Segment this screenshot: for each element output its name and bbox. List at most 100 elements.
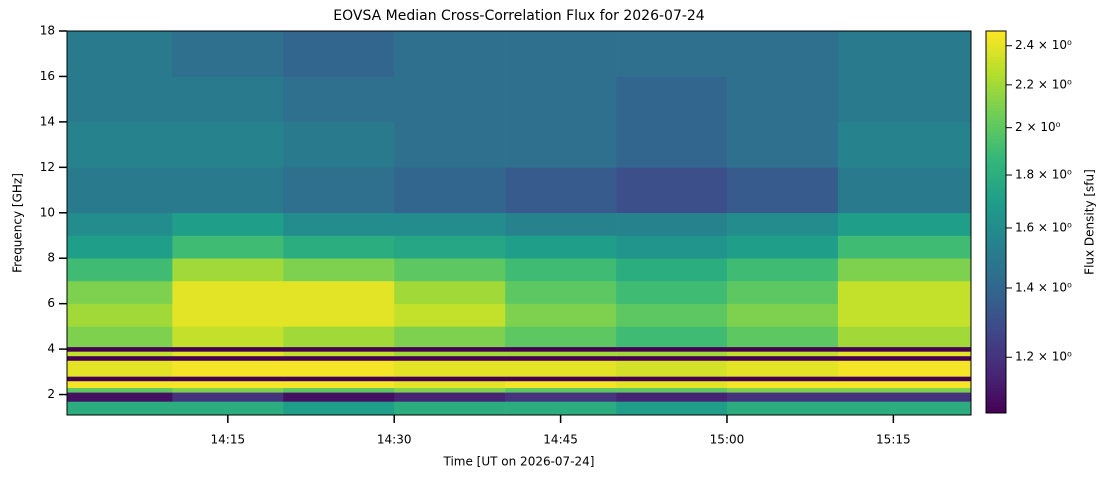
colorbar-segment: [986, 218, 1006, 223]
heatmap-cell: [837, 360, 972, 377]
colorbar-segment: [986, 253, 1006, 258]
heatmap-cell: [616, 212, 728, 236]
colorbar-segment: [986, 212, 1006, 217]
heatmap-cell: [172, 303, 284, 327]
x-axis-label: Time [UT on 2026-07-24]: [443, 455, 595, 469]
y-tick-label: 16: [40, 69, 55, 83]
colorbar-segment: [986, 69, 1006, 73]
heatmap-cell: [283, 121, 395, 168]
colorbar-segment: [986, 317, 1006, 322]
heatmap-cell: [726, 235, 839, 259]
y-tick-label: 14: [40, 114, 55, 128]
heatmap-cell: [726, 31, 839, 77]
heatmap-cell: [67, 121, 173, 168]
heatmap-cell: [283, 346, 395, 352]
heatmap-cell: [505, 355, 617, 361]
heatmap-cell: [837, 326, 972, 348]
heatmap-cell: [172, 346, 284, 352]
heatmap-cell: [616, 235, 728, 259]
chart-title: EOVSA Median Cross-Correlation Flux for …: [333, 8, 705, 24]
heatmap-cell: [394, 258, 506, 282]
heatmap-cell: [505, 346, 617, 352]
heatmap-cell: [283, 376, 395, 382]
heatmap-cell: [726, 280, 839, 304]
heatmap-cell: [726, 326, 839, 348]
colorbar-tick-label: 2.4 × 10⁰: [1015, 38, 1072, 52]
heatmap-cell: [67, 258, 173, 282]
colorbar-segment: [986, 400, 1006, 404]
colorbar-segment: [986, 164, 1006, 169]
colorbar-segment: [986, 234, 1006, 239]
heatmap-cell: [394, 31, 506, 77]
colorbar-segment: [986, 365, 1006, 369]
colorbar-segment: [986, 31, 1006, 35]
heatmap-cell: [837, 121, 972, 168]
heatmap-cell: [172, 76, 284, 123]
colorbar-segment: [986, 34, 1006, 38]
colorbar-segment: [986, 260, 1006, 264]
colorbar-segment: [986, 403, 1006, 408]
heatmap-cell: [394, 387, 506, 393]
colorbar-segment: [986, 346, 1006, 350]
heatmap-cell: [505, 376, 617, 382]
colorbar-segment: [986, 53, 1006, 57]
y-tick-label: 12: [40, 160, 55, 174]
colorbar-segment: [986, 298, 1006, 303]
heatmap-cell: [837, 212, 972, 236]
heatmap-cell: [283, 360, 395, 377]
colorbar-segment: [986, 282, 1006, 287]
colorbar-segment: [986, 126, 1006, 131]
colorbar-tick-label: 2 × 10⁰: [1015, 120, 1061, 134]
colorbar-segment: [986, 320, 1006, 325]
heatmap-cell: [616, 380, 728, 389]
heatmap-cell: [172, 355, 284, 361]
heatmap-cell: [283, 31, 395, 77]
heatmap-cell: [67, 303, 173, 327]
x-tick-label: 14:30: [377, 433, 412, 447]
heatmap-cell: [616, 303, 728, 327]
colorbar-segment: [986, 136, 1006, 140]
colorbar-segment: [986, 215, 1006, 220]
colorbar-segment: [986, 362, 1006, 366]
colorbar-segment: [986, 66, 1006, 70]
plot-frame: [66, 30, 972, 416]
colorbar-label: Flux Density [sfu]: [1083, 169, 1097, 275]
heatmap-cell: [505, 121, 617, 168]
heatmap-cell: [837, 376, 972, 382]
heatmap-cell: [837, 167, 972, 214]
colorbar-segment: [986, 377, 1006, 382]
heatmap-cell: [394, 212, 506, 236]
heatmap-cell: [172, 401, 284, 416]
colorbar-segment: [986, 196, 1006, 201]
heatmap-cell: [616, 387, 728, 393]
heatmap-cell: [67, 346, 173, 352]
colorbar-segment: [986, 37, 1006, 42]
colorbar-segment: [986, 295, 1006, 299]
colorbar-segment: [986, 148, 1006, 153]
colorbar-segment: [986, 56, 1006, 61]
heatmap-cell: [505, 280, 617, 304]
colorbar-segment: [986, 209, 1006, 213]
x-tick-label: 15:15: [876, 433, 911, 447]
heatmap-cell: [283, 326, 395, 348]
heatmap-cell: [616, 326, 728, 348]
colorbar-segment: [986, 190, 1006, 194]
heatmap-cell: [616, 360, 728, 377]
colorbar-segment: [986, 285, 1006, 290]
heatmap-cell: [172, 351, 284, 357]
colorbar-segment: [986, 279, 1006, 283]
heatmap-cell: [837, 303, 972, 327]
colorbar-segment: [986, 199, 1006, 204]
heatmap-cell: [616, 346, 728, 352]
colorbar-segment: [986, 104, 1006, 108]
colorbar-tick-label: 1.8 × 10⁰: [1015, 168, 1072, 182]
colorbar-segment: [986, 323, 1006, 328]
colorbar-segment: [986, 374, 1006, 379]
heatmap-cell: [505, 387, 617, 393]
colorbar-segment: [986, 50, 1006, 54]
heatmap-cell: [837, 31, 972, 77]
colorbar-segment: [986, 222, 1006, 226]
colorbar-segment: [986, 120, 1006, 124]
heatmap-cell: [172, 376, 284, 382]
